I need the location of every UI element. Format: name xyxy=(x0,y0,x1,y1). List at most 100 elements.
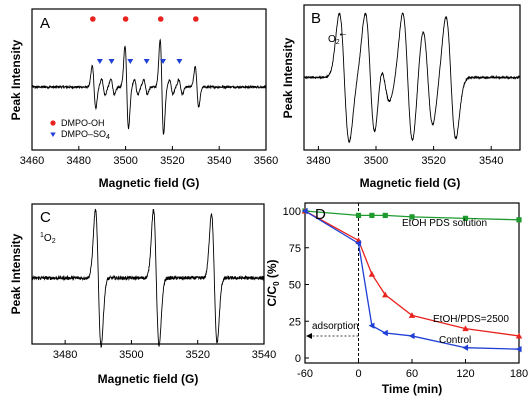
panel-a-spectrum xyxy=(31,38,267,135)
legend-dmpo-so4-label: DMPO–SO4 xyxy=(61,129,110,141)
panel-a-x-tick-label: 3540 xyxy=(207,155,231,167)
panel-b-x-axis-title: Magnetic field (G) xyxy=(360,176,461,190)
panel-d-series xyxy=(301,207,523,353)
panel-d-x-tick-label: -60 xyxy=(297,368,313,380)
panel-a-legend: DMPO-OH DMPO–SO4 xyxy=(50,118,110,141)
panel-b-radical-subscript: 2 xyxy=(336,39,340,46)
series-point-control xyxy=(382,329,388,337)
series-point-control xyxy=(408,332,415,340)
panel-d-adsorption-annotation: adsorption xyxy=(306,321,359,339)
panel-b-radical-superscript: •− xyxy=(340,32,347,39)
series-point-etoh-pds-solution xyxy=(516,217,522,223)
panel-c-species-superscript: 1 xyxy=(40,232,44,239)
panel-c-x-ticks: 3480 3500 3520 3540 xyxy=(53,340,276,361)
series-point-etoh-pds-solution xyxy=(382,212,388,219)
dmpo-so4-marker xyxy=(160,59,167,64)
panel-a-x-tick-label: 3460 xyxy=(20,155,44,167)
dmpo-so4-marker xyxy=(108,59,115,64)
series-label-etoh-pds-solution: EtOH PDS solution xyxy=(402,218,487,229)
adsorption-arrow-head xyxy=(306,333,312,339)
panel-c-x-axis-title: Magnetic field (G) xyxy=(98,372,199,386)
panel-d-y-tick-label: 100 xyxy=(283,206,301,218)
dmpo-so4-marker xyxy=(176,59,183,64)
panel-c-species-label: 1O2 xyxy=(40,232,56,245)
panel-c-species-subscript: 2 xyxy=(52,238,56,245)
dmpo-oh-marker xyxy=(122,16,129,22)
adsorption-label: adsorption xyxy=(312,321,359,332)
panel-b-x-ticks: 3480 3500 3520 3540 xyxy=(306,146,503,167)
legend-dmpo-so4-subscript: 4 xyxy=(106,134,110,141)
series-point-etoh-pds-2500 xyxy=(382,291,389,298)
panel-c-letter: C xyxy=(40,209,51,226)
series-point-etoh-pds-solution xyxy=(462,215,469,221)
panel-d-x-tick-label: 120 xyxy=(456,368,474,380)
panel-d-y-title-subscript: 0 xyxy=(272,281,281,286)
legend-dmpo-so4-text: DMPO–SO xyxy=(61,129,106,139)
panel-d-y-axis-title: C/C0 (%) xyxy=(265,259,281,306)
panel-a-frame xyxy=(31,8,267,151)
series-point-etoh-pds-solution xyxy=(409,214,415,220)
dmpo-so4-marker xyxy=(127,59,134,64)
panel-c-y-axis-title: Peak Intensity xyxy=(9,233,23,314)
panel-d-y-title-unit: (%) xyxy=(265,259,279,281)
panel-c: 3480 3500 3520 3540 C 1O2 Peak Intensity Ma… xyxy=(9,203,276,386)
series-point-control xyxy=(462,344,469,351)
legend-dmpo-so4-marker xyxy=(50,132,56,137)
dmpo-so4-marker xyxy=(143,59,150,64)
panel-a: 3460 3480 3500 3520 3540 3560 A Peak Intensit… xyxy=(9,8,278,190)
series-point-etoh-pds-2500 xyxy=(462,325,469,332)
panel-c-x-tick-label: 3540 xyxy=(252,349,276,361)
series-point-etoh-pds-solution xyxy=(369,212,375,219)
panel-a-y-axis-title: Peak Intensity xyxy=(9,39,23,120)
panel-d-ticks: -60 0 60 120 180 0 25 50 75 100 xyxy=(283,206,529,380)
dmpo-oh-marker xyxy=(90,16,96,22)
series-point-etoh-pds-2500 xyxy=(408,312,416,318)
panel-c-frame xyxy=(31,203,265,345)
panel-c-x-tick-label: 3480 xyxy=(53,349,77,361)
panel-d: -60 0 60 120 180 0 25 50 75 100 adsorption D EtOH… xyxy=(265,202,529,396)
panel-d-y-tick-label: 25 xyxy=(289,316,301,328)
panel-d-y-tick-label: 50 xyxy=(289,280,301,292)
panel-b-letter: B xyxy=(311,10,321,27)
panel-a-x-tick-label: 3480 xyxy=(67,155,91,167)
panel-b-radical-label: O2•− xyxy=(328,32,346,46)
series-point-etoh-pds-2500 xyxy=(515,332,523,339)
panel-a-letter: A xyxy=(40,15,50,32)
series-label-control: Control xyxy=(439,335,471,346)
dmpo-so4-marker xyxy=(96,59,103,64)
panel-c-x-tick-label: 3500 xyxy=(119,349,143,361)
panel-d-y-tick-label: 75 xyxy=(289,243,301,255)
panel-d-x-axis-title: Time (min) xyxy=(382,382,442,396)
panel-a-x-axis-title: Magnetic field (G) xyxy=(99,176,200,190)
panel-d-letter: D xyxy=(315,206,326,223)
panel-d-x-tick-label: 60 xyxy=(406,368,418,380)
panel-b-x-tick-label: 3540 xyxy=(479,155,503,167)
panel-a-x-ticks: 3460 3480 3500 3520 3540 3560 xyxy=(20,146,278,167)
series-point-etoh-pds-2500 xyxy=(368,271,376,277)
panel-b-x-tick-label: 3480 xyxy=(306,155,330,167)
panel-d-y-tick-label: 0 xyxy=(295,353,301,365)
panel-b-x-tick-label: 3520 xyxy=(421,155,445,167)
panel-c-species-text: O xyxy=(44,233,52,244)
panel-b-x-tick-label: 3500 xyxy=(364,155,388,167)
panel-c-x-tick-label: 3520 xyxy=(185,349,209,361)
panel-a-x-tick-label: 3560 xyxy=(254,155,278,167)
panel-b-spectrum xyxy=(303,12,521,144)
legend-dmpo-oh-marker xyxy=(50,120,56,126)
panel-a-x-tick-label: 3520 xyxy=(160,155,184,167)
series-point-control xyxy=(368,322,375,329)
series-point-control xyxy=(301,207,308,215)
panel-d-y-title-main: C/C xyxy=(265,286,279,307)
dmpo-oh-marker xyxy=(157,16,164,22)
panel-b-radical-text: O xyxy=(328,34,336,45)
panel-d-x-tick-label: 0 xyxy=(355,368,361,380)
panel-a-peak-markers xyxy=(90,16,199,64)
legend-dmpo-oh-label: DMPO-OH xyxy=(61,118,105,128)
panel-b-y-axis-title: Peak Intensity xyxy=(281,37,295,118)
series-point-control xyxy=(355,240,362,247)
series-point-etoh-pds-solution xyxy=(355,212,362,219)
series-label-etoh-pds-2500: EtOH/PDS=2500 xyxy=(433,314,509,325)
panel-a-x-tick-label: 3500 xyxy=(113,155,137,167)
dmpo-oh-marker xyxy=(193,16,199,22)
